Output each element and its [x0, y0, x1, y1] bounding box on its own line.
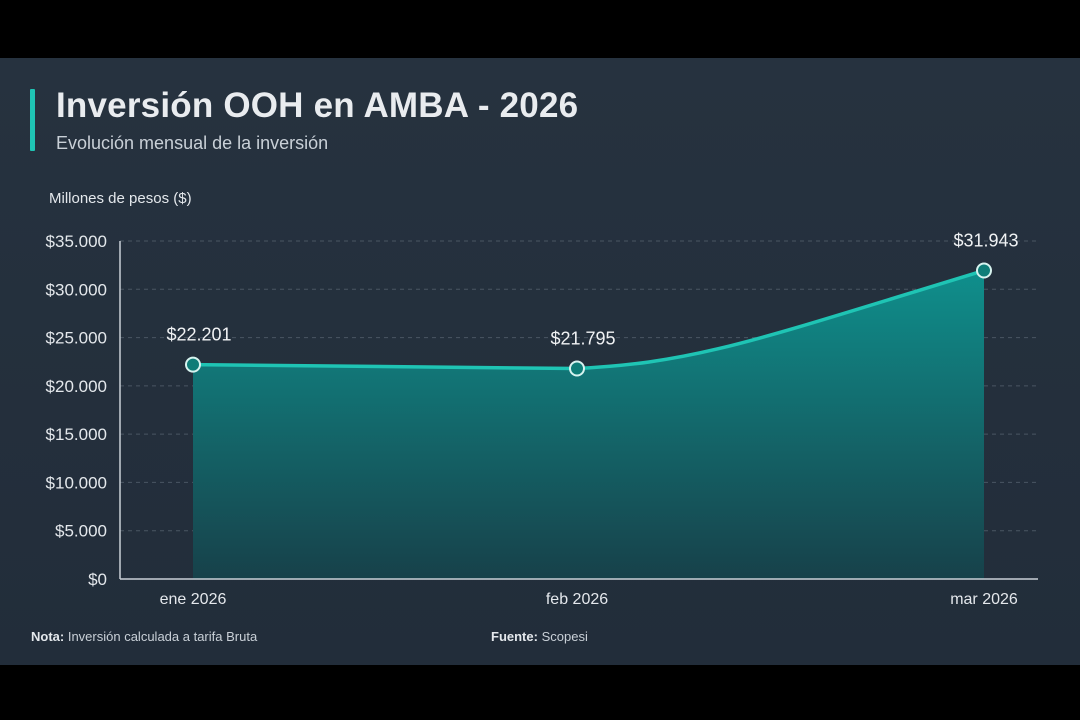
y-tick-label: $25.000	[46, 329, 107, 348]
note-label: Nota:	[31, 629, 65, 644]
footer-note: Nota: Inversión calculada a tarifa Bruta	[31, 629, 257, 644]
footer-source: Fuente: Scopesi	[491, 629, 588, 644]
series-area	[193, 270, 984, 579]
chart-panel: Inversión OOH en AMBA - 2026 Evolución m…	[0, 58, 1080, 665]
title-accent-bar	[30, 89, 35, 151]
source-text: Scopesi	[541, 629, 588, 644]
y-tick-label: $5.000	[55, 522, 107, 541]
data-label: $31.943	[953, 231, 1018, 251]
data-label: $22.201	[166, 325, 231, 345]
data-label: $21.795	[550, 329, 615, 349]
data-point	[185, 356, 201, 373]
area-chart: Millones de pesos ($) $0 $5.000 $10.000 $15.…	[46, 190, 1038, 608]
x-tick-label: mar 2026	[950, 591, 1018, 608]
source-label: Fuente:	[491, 629, 538, 644]
y-axis-title: Millones de pesos ($)	[49, 190, 192, 207]
y-tick-label: $15.000	[46, 425, 107, 444]
x-tick-label: ene 2026	[160, 591, 227, 608]
data-point	[976, 262, 992, 279]
chart-title: Inversión OOH en AMBA - 2026	[56, 86, 579, 125]
series-line	[191, 268, 986, 371]
chart-subtitle: Evolución mensual de la inversión	[56, 133, 329, 153]
x-tick-label: feb 2026	[546, 591, 608, 608]
note-text: Inversión calculada a tarifa Bruta	[67, 629, 258, 644]
data-point	[569, 360, 585, 377]
y-tick-label: $20.000	[46, 377, 107, 396]
y-tick-label: $30.000	[46, 280, 107, 299]
y-tick-label: $10.000	[46, 473, 107, 492]
y-tick-label: $35.000	[46, 232, 107, 251]
y-tick-label: $0	[88, 570, 107, 589]
